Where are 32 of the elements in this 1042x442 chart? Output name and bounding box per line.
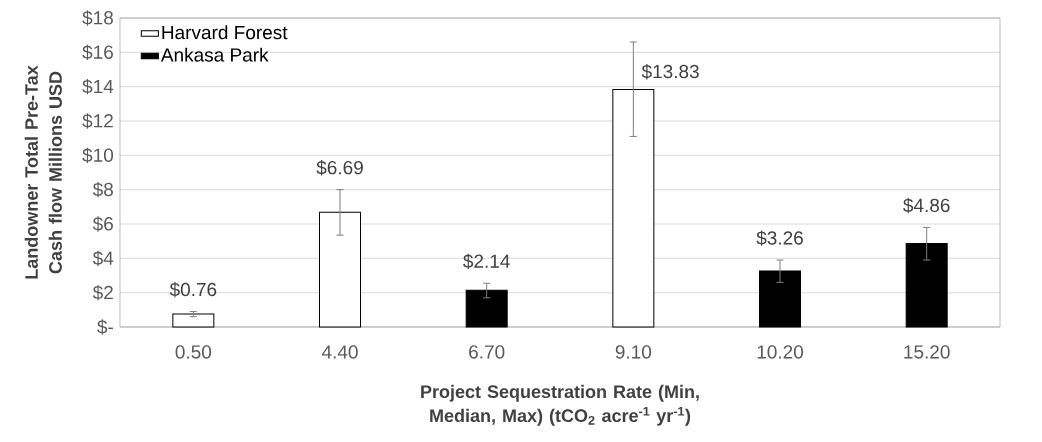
data-label: $6.69 [316, 160, 363, 176]
x-tick-label: 4.40 [321, 345, 358, 359]
y-tick-label: $4 [92, 250, 114, 267]
legend-label: Harvard Forest [162, 25, 288, 40]
y-tick-label: $2 [92, 284, 113, 301]
x-tick-label: 9.10 [615, 345, 652, 359]
bar [172, 313, 215, 328]
y-tick-label: $14 [82, 78, 114, 95]
x-axis-title: Project Sequestration Rate (Min, Median, Max) (tCO$_{2}$ acre$^{-1}$ yr$^{-1}$) [421, 384, 699, 426]
y-tick-label: $18 [82, 10, 113, 26]
x-tick-label: 15.20 [904, 345, 950, 359]
data-label: $13.83 [641, 64, 699, 80]
x-tick-label: 10.20 [757, 345, 804, 359]
data-label: $3.26 [756, 230, 803, 246]
data-label: $4.86 [903, 197, 950, 214]
x-tick-label: 0.50 [175, 345, 212, 359]
y-tick-label: $10 [82, 147, 114, 164]
legend-label: Ankasa Park [160, 47, 269, 62]
y-tick-label: $8 [92, 181, 113, 198]
bar [612, 89, 655, 328]
bar [759, 270, 801, 328]
y-tick-label: $- [97, 319, 113, 335]
x-tick-label: 6.70 [469, 345, 505, 359]
y-axis-title: Landowner Total Pre-Tax Cash flow Millions USD [24, 65, 62, 279]
y-tick-label: $16 [82, 44, 113, 61]
data-label: $0.76 [169, 281, 217, 298]
y-tick-label: $6 [92, 216, 113, 232]
bar [465, 289, 508, 328]
data-label: $2.14 [463, 253, 510, 270]
y-tick-label: $12 [82, 113, 113, 129]
bar [319, 211, 361, 328]
bar [905, 243, 948, 328]
